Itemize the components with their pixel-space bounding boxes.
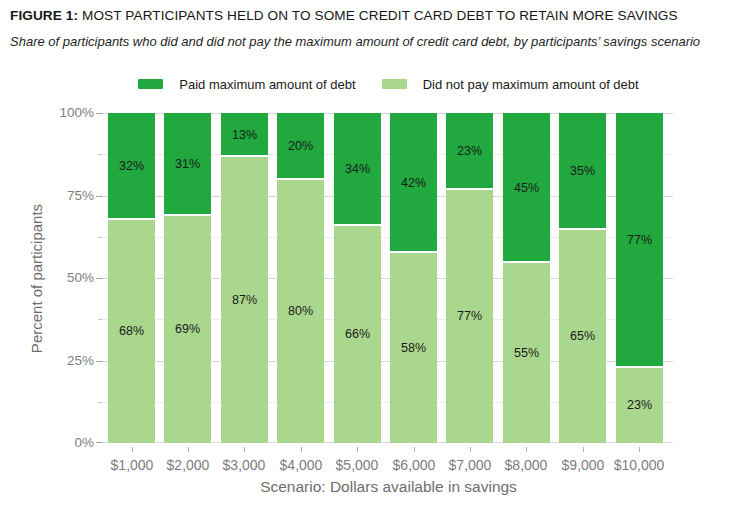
did-not-pay-segment-label: 80% [277,304,324,318]
y-minor-tick [98,237,103,238]
x-tick [639,447,640,452]
paid-segment-label: 77% [616,233,663,247]
bar: 13% 87% [221,113,268,443]
did-not-pay-segment-label: 65% [559,329,606,343]
did-not-pay-segment-label: 66% [334,327,381,341]
y-minor-tick [98,402,103,403]
figure-number: FIGURE 1: [10,8,78,23]
x-tick-label: $10,000 [604,457,674,473]
did-not-pay-segment-label: 55% [503,346,550,360]
figure-1-chart: FIGURE 1: MOST PARTICIPANTS HELD ON TO S… [0,0,741,508]
figure-title: FIGURE 1: MOST PARTICIPANTS HELD ON TO S… [10,8,730,23]
did-not-pay-segment-label: 87% [221,293,268,307]
y-tick-label: 100% [38,105,94,121]
legend-swatch-icon [138,79,163,89]
y-major-tick [96,196,103,197]
bar: 77% 23% [616,113,663,443]
did-not-pay-segment-label: 77% [446,309,493,323]
paid-segment-label: 23% [446,144,493,158]
y-major-tick [96,113,103,114]
x-tick [357,447,358,452]
x-tick [414,447,415,452]
legend-item: Did not pay maximum amount of debt [382,77,639,92]
bar: 23% 77% [446,113,493,443]
paid-segment-label: 31% [164,157,211,171]
y-tick-label: 50% [38,270,94,286]
paid-segment-label: 32% [108,159,155,173]
paid-segment-label: 13% [221,128,268,142]
x-tick [188,447,189,452]
bar: 35% 65% [559,113,606,443]
x-tick [301,447,302,452]
legend-item-label: Did not pay maximum amount of debt [423,77,639,92]
did-not-pay-segment-label: 23% [616,398,663,412]
y-major-tick [96,278,103,279]
paid-segment-label: 34% [334,162,381,176]
figure-subtitle: Share of participants who did and did no… [10,32,716,52]
legend: Paid maximum amount of debt Did not pay m… [104,75,673,93]
y-minor-tick [98,154,103,155]
paid-segment-label: 35% [559,164,606,178]
figure-title-text: MOST PARTICIPANTS HELD ON TO SOME CREDIT… [78,8,678,23]
did-not-pay-segment-label: 58% [390,341,437,355]
y-axis-title: Percent of participants [28,188,45,370]
bar: 42% 58% [390,113,437,443]
did-not-pay-segment-label: 69% [164,322,211,336]
y-major-tick [96,361,103,362]
x-tick [470,447,471,452]
paid-segment-label: 42% [390,176,437,190]
legend-item-label: Paid maximum amount of debt [179,77,355,92]
x-axis-title: Scenario: Dollars available in savings [104,478,673,496]
y-tick-label: 0% [38,435,94,451]
x-tick [526,447,527,452]
legend-swatch-icon [382,79,407,89]
x-tick [132,447,133,452]
y-minor-tick [98,319,103,320]
chart-panel: 32%68%31%69%13%87%20%80%34%66%42%58%23%7… [104,113,673,443]
x-tick [583,447,584,452]
bar: 34% 66% [334,113,381,443]
bar: 31% 69% [164,113,211,443]
y-tick-label: 25% [38,353,94,369]
paid-segment-label: 45% [503,181,550,195]
bar: 45% 55% [503,113,550,443]
bar: 32% 68% [108,113,155,443]
y-major-tick [96,442,103,443]
bar: 20% 80% [277,113,324,443]
legend-item: Paid maximum amount of debt [138,77,355,92]
did-not-pay-segment-label: 68% [108,324,155,338]
paid-segment-label: 20% [277,139,324,153]
x-tick [244,447,245,452]
y-tick-label: 75% [38,188,94,204]
